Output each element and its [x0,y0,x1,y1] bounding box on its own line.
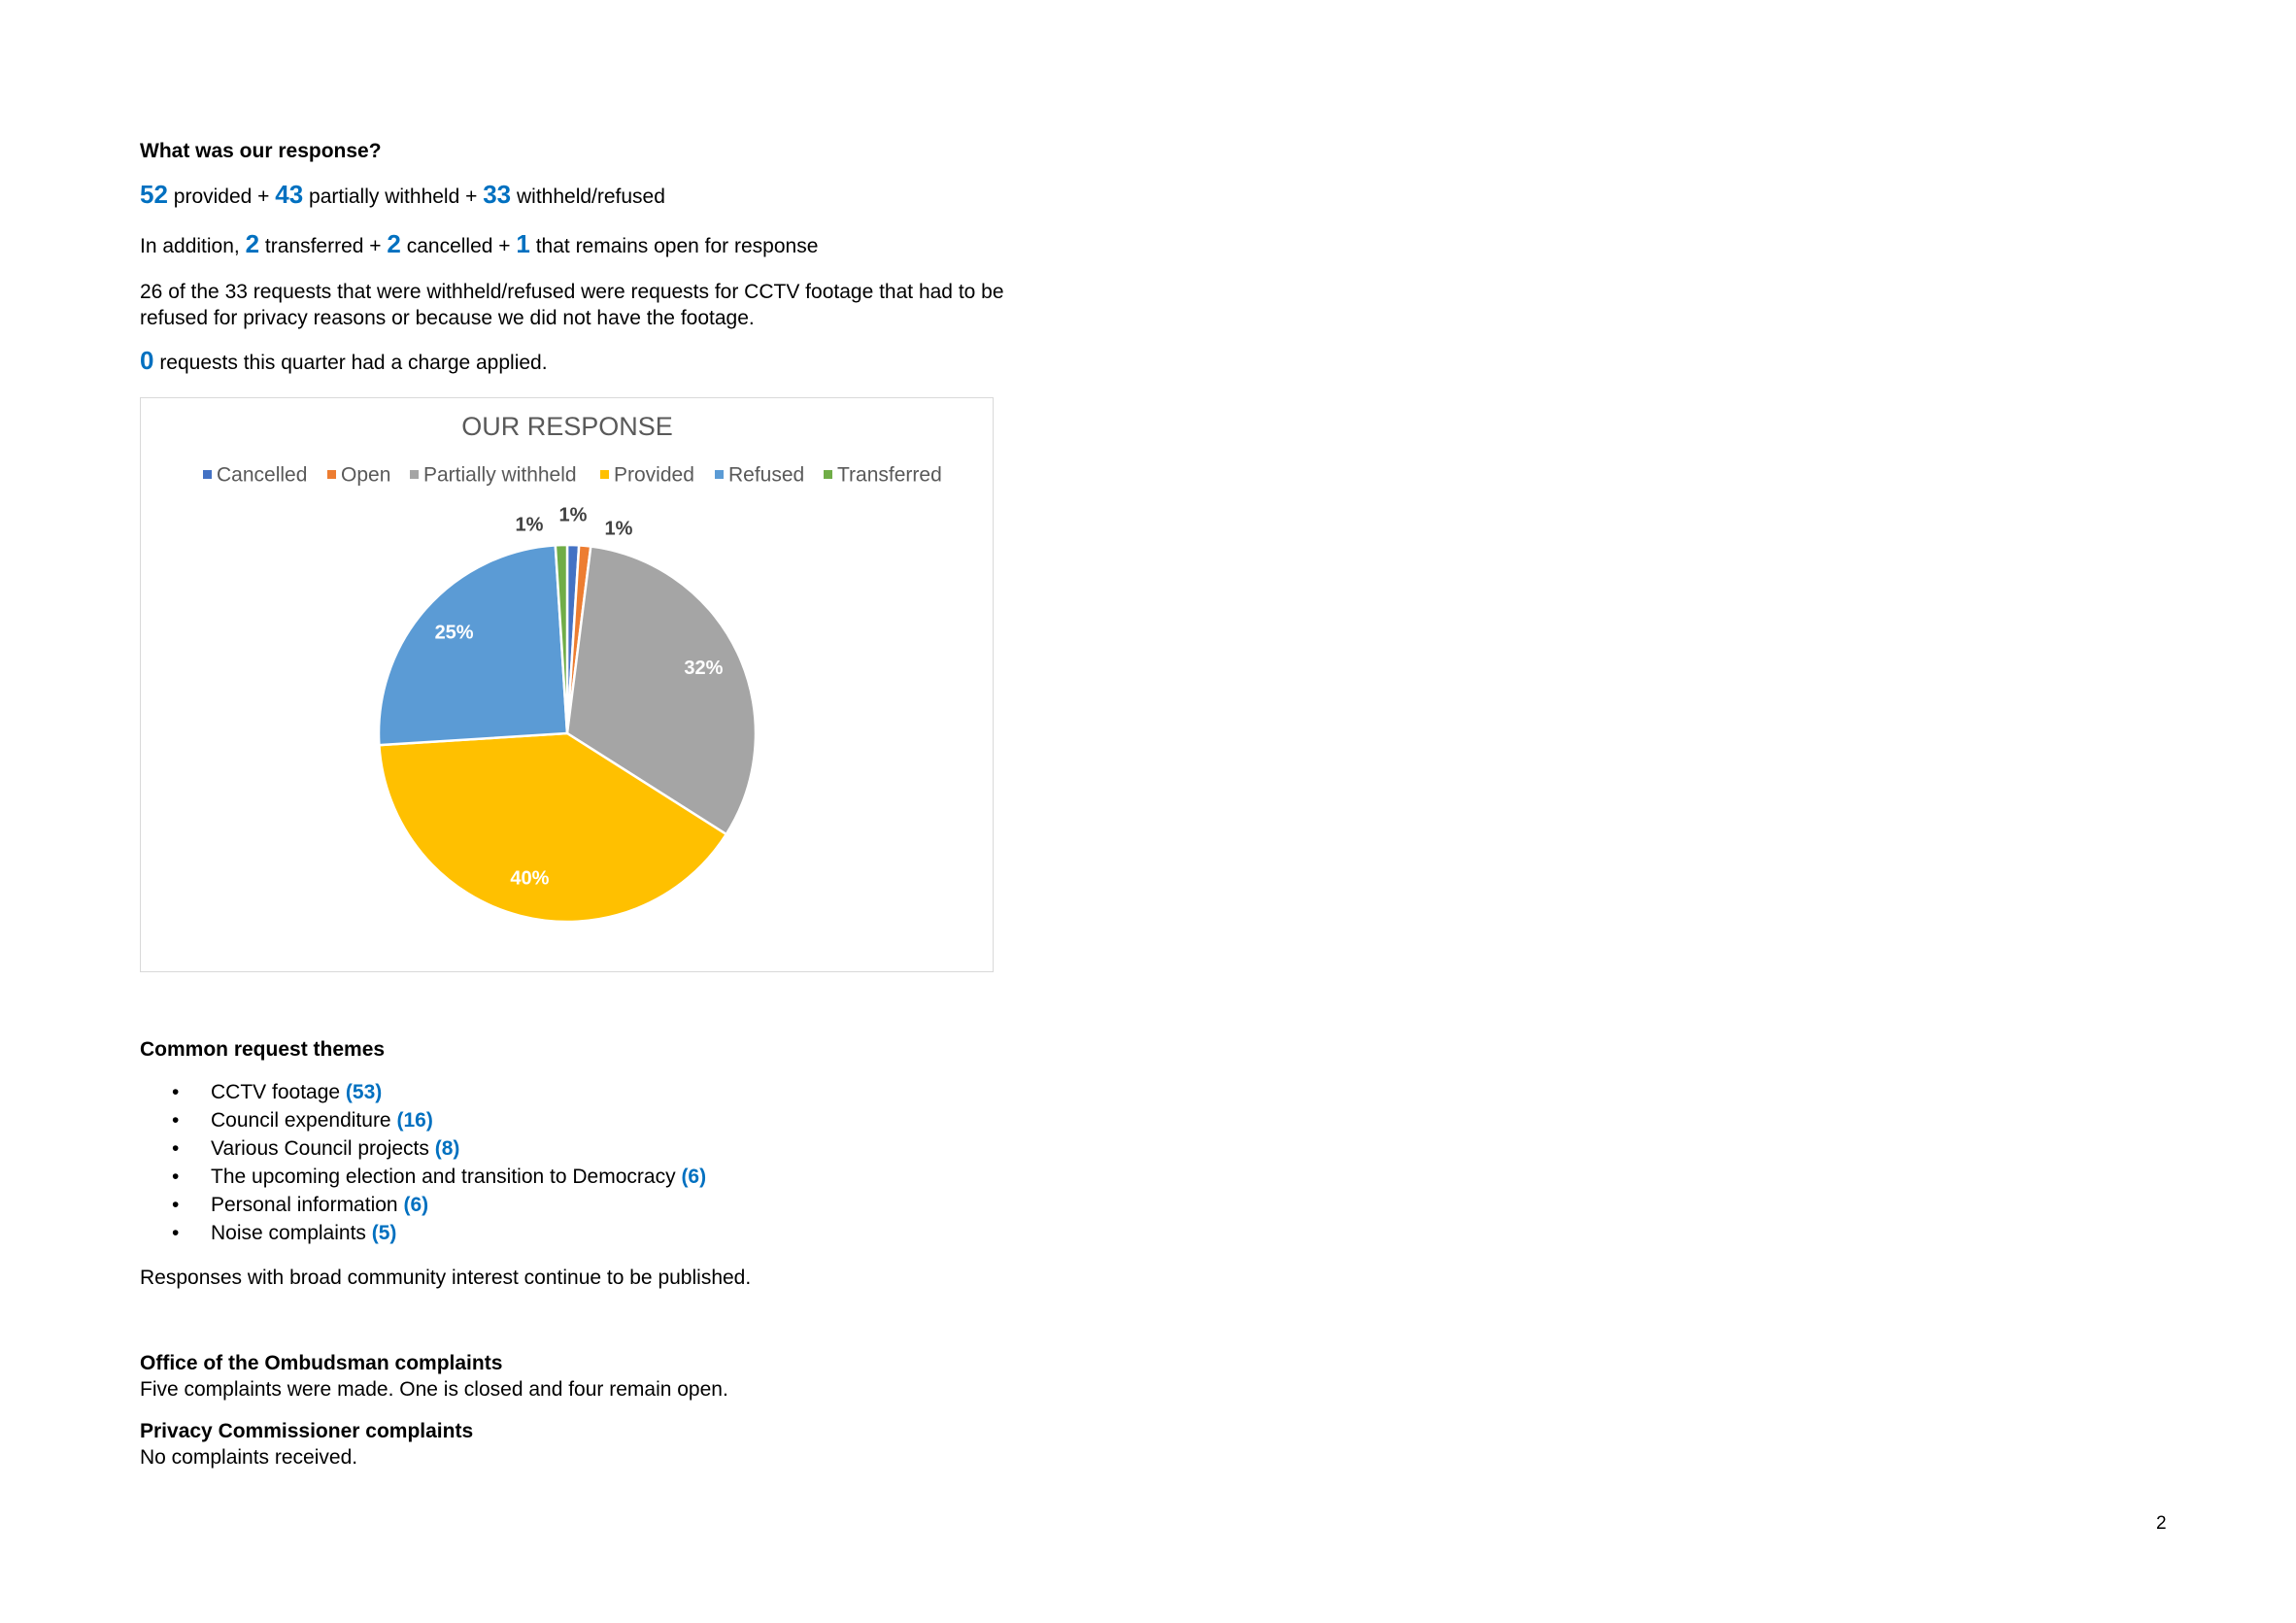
pie-slice [378,731,728,924]
legend-label: Open [341,464,390,487]
heading: Office of the Ombudsman complaints [140,1352,503,1374]
theme-name: Council expenditure [211,1109,391,1132]
theme-item: CCTV footage (53) [211,1081,382,1104]
additional-line: In addition, 2 transferred + 2 cancelled… [140,231,818,259]
heading: Privacy Commissioner complaints [140,1420,474,1442]
pie-slice [554,543,569,734]
chart-frame: OUR RESPONSE Cancelled Open Partially with… [140,397,994,972]
chart: OUR RESPONSE Cancelled Open Partially with… [203,412,942,924]
legend-swatch [715,470,724,479]
number: 2 [387,229,401,258]
data-label: 1% [516,514,544,535]
legend-label: Refused [728,464,804,487]
page-number: 2 [2156,1513,2167,1534]
chart-title: OUR RESPONSE [461,412,673,441]
data-label: 25% [435,623,474,644]
theme-count: (6) [403,1194,429,1216]
summary-line: 52 provided + 43 partially withheld + 33… [140,182,665,210]
legend-label: Provided [614,464,694,487]
paragraph: Responses with broad community interest … [140,1267,752,1289]
data-label: 1% [605,518,633,539]
theme-name: Personal information [211,1194,398,1216]
number: 52 [140,180,168,209]
theme-count: (16) [396,1109,433,1132]
legend-label: Cancelled [217,464,307,487]
bullet: • [172,1081,180,1103]
theme-name: The upcoming election and transition to … [211,1166,676,1188]
bullet: • [172,1222,180,1244]
theme-count: (8) [434,1137,460,1160]
number: 33 [483,180,512,209]
pie-slice [377,544,569,747]
text: transferred + [264,235,382,257]
text: partially withheld + [309,186,478,208]
paragraph: Five complaints were made. One is closed… [140,1378,728,1401]
data-label: 1% [559,504,588,525]
heading: Common request themes [140,1038,386,1061]
legend-swatch [203,470,212,479]
data-label: 32% [684,658,723,679]
theme-count: (6) [681,1166,707,1188]
text: requests this quarter had a charge appli… [159,352,548,374]
legend-label: Transferred [837,464,942,487]
number: 43 [275,180,304,209]
legend-swatch [824,470,832,479]
theme-name: Noise complaints [211,1222,366,1244]
bullet: • [172,1166,180,1188]
data-label: 40% [510,868,549,890]
number: 0 [140,346,154,375]
number: 1 [516,229,530,258]
bullet: • [172,1137,180,1160]
theme-item: Council expenditure (16) [211,1109,433,1133]
theme-count: (53) [345,1081,383,1103]
theme-item: Personal information (6) [211,1194,428,1217]
bullet: • [172,1109,180,1132]
charge-line: 0 requests this quarter had a charge app… [140,348,548,376]
number: 2 [245,229,260,258]
bullet: • [172,1194,180,1216]
text: cancelled + [406,235,511,257]
theme-count: (5) [371,1222,397,1244]
legend-label: Partially withheld [423,464,577,487]
heading: What was our response? [140,140,382,162]
legend-swatch [600,470,609,479]
legend-swatch [410,470,419,479]
theme-name: Various Council projects [211,1137,429,1160]
text: withheld/refused [516,186,665,208]
legend-swatch [327,470,336,479]
text: that remains open for response [535,235,819,257]
note: 26 of the 33 requests that were withheld… [140,281,1004,329]
paragraph: No complaints received. [140,1446,358,1469]
theme-name: CCTV footage [211,1081,341,1103]
text: provided + [173,186,270,208]
text: In addition, [140,235,240,257]
theme-item: Various Council projects (8) [211,1137,459,1161]
theme-item: Noise complaints (5) [211,1222,396,1245]
theme-item: The upcoming election and transition to … [211,1166,706,1189]
